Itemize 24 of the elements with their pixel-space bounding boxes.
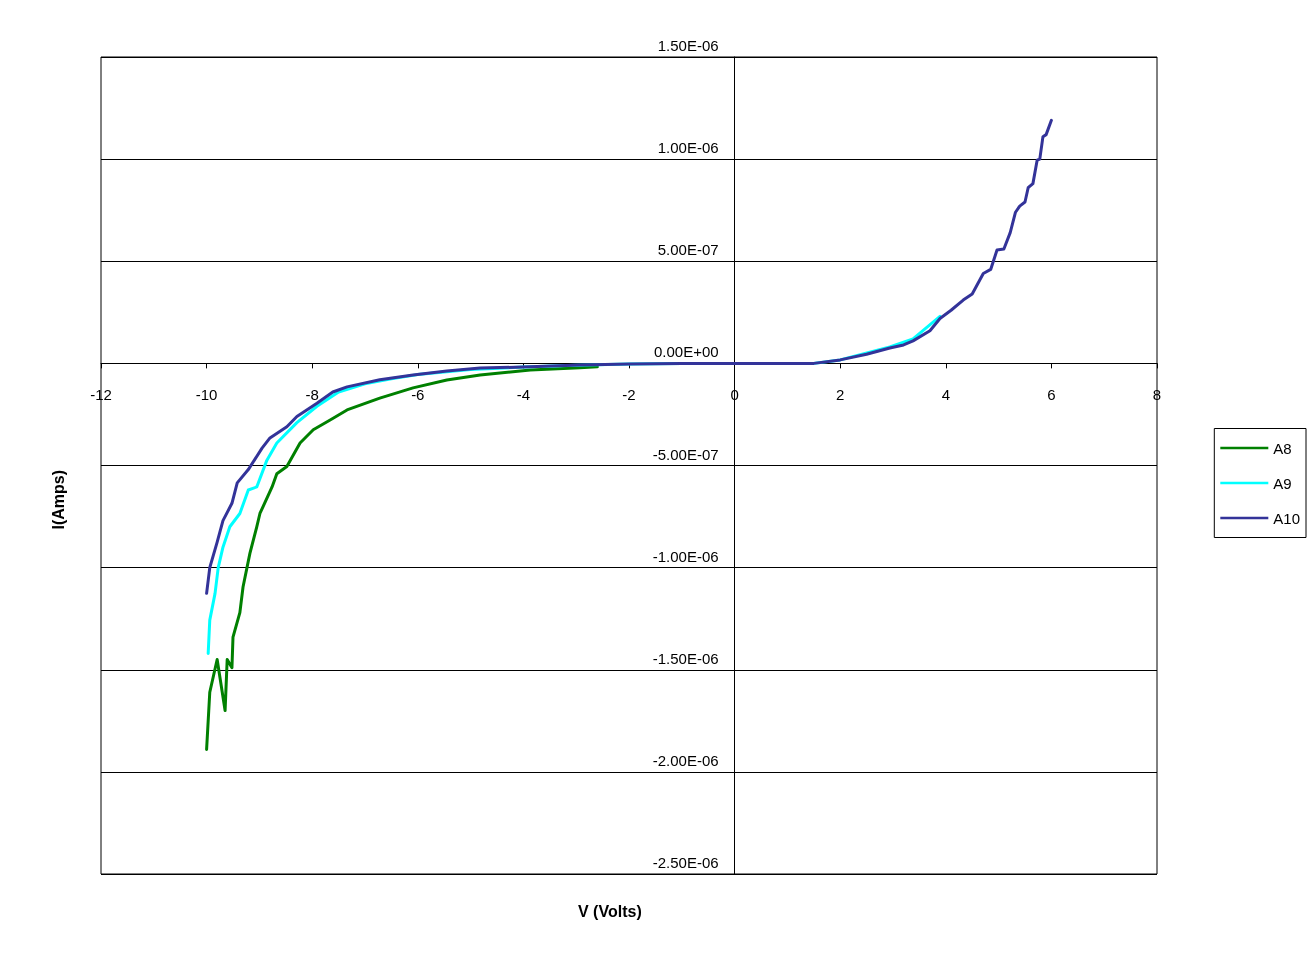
x-tick-label: -10 xyxy=(195,386,218,404)
legend-label: A8 xyxy=(1273,439,1292,457)
y-tick-label: -1.50E-06 xyxy=(652,649,719,667)
x-axis-title: V (Volts) xyxy=(578,902,642,920)
x-tick-label: -6 xyxy=(411,386,425,404)
y-tick-label: -2.00E-06 xyxy=(652,751,719,769)
y-axis-title: I(Amps) xyxy=(49,469,67,530)
x-tick-label: -8 xyxy=(305,386,319,404)
y-tick-label: 1.00E-06 xyxy=(657,139,719,157)
y-tick-label: -2.50E-06 xyxy=(652,854,719,871)
legend-label: A10 xyxy=(1273,509,1301,527)
legend-label: A9 xyxy=(1273,474,1292,492)
y-tick-label: 1.50E-06 xyxy=(657,37,719,54)
x-tick-label: -4 xyxy=(516,386,531,404)
x-tick-label: -12 xyxy=(90,386,112,404)
y-tick-label: 0.00E+00 xyxy=(653,343,719,361)
x-tick-label: 4 xyxy=(941,386,950,404)
x-tick-label: 6 xyxy=(1047,386,1056,404)
x-tick-label: -2 xyxy=(622,386,636,404)
y-tick-label: -1.00E-06 xyxy=(652,547,719,565)
y-tick-label: 5.00E-07 xyxy=(657,241,719,259)
x-tick-label: 2 xyxy=(836,386,845,404)
x-tick-label: 8 xyxy=(1152,386,1162,404)
y-tick-label: -5.00E-07 xyxy=(652,445,719,463)
